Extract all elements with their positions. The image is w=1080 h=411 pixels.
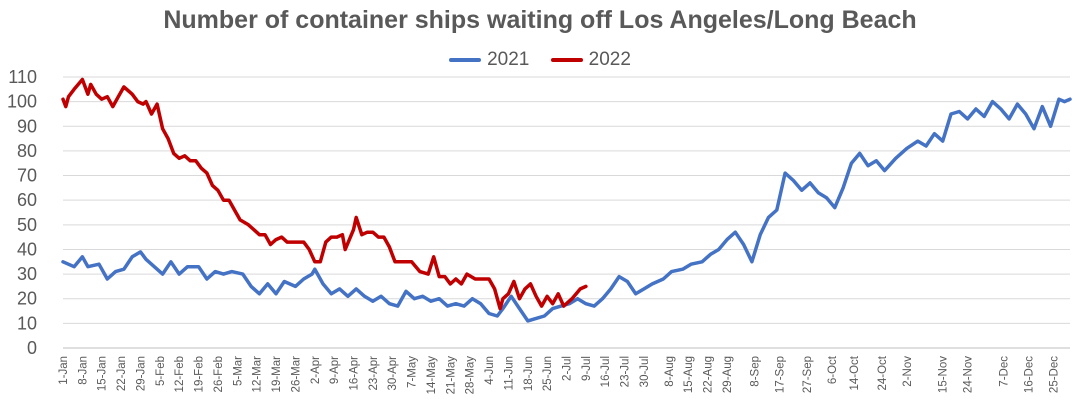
y-tick-label-80: 80	[17, 141, 37, 161]
legend-item-2022: 2022	[550, 49, 631, 71]
x-tick-label-19: 14-May	[426, 356, 438, 395]
y-tick-label-90: 90	[17, 116, 37, 136]
x-tick-label-38: 6-Oct	[827, 355, 839, 384]
x-tick-label-40: 24-Oct	[877, 355, 889, 390]
x-tick-label-27: 9-Jul	[581, 356, 593, 381]
x-tick-label-24: 18-Jun	[523, 356, 535, 391]
x-tick-label-28: 16-Jul	[600, 356, 612, 387]
legend: 2021 2022	[0, 46, 1080, 71]
x-tick-label-43: 24-Nov	[963, 356, 975, 393]
y-tick-label-110: 110	[8, 67, 37, 87]
x-tick-label-41: 2-Nov	[902, 356, 914, 387]
x-tick-label-3: 22-Jan	[116, 356, 128, 391]
y-tick-label-30: 30	[17, 264, 37, 284]
x-tick-label-7: 19-Feb	[194, 356, 206, 392]
legend-label-2022: 2022	[588, 49, 631, 70]
chart-title: Number of container ships waiting off Lo…	[163, 6, 917, 34]
y-tick-label-50: 50	[17, 215, 37, 235]
x-tick-label-44: 7-Dec	[999, 356, 1011, 387]
x-tick-label-10: 12-Mar	[252, 356, 264, 393]
x-tick-label-1: 8-Jan	[77, 356, 89, 385]
x-tick-label-29: 23-Jul	[620, 356, 632, 387]
x-tick-label-14: 9-Apr	[329, 356, 341, 384]
x-tick-label-36: 17-Sep	[775, 356, 787, 393]
x-tick-label-2: 15-Jan	[97, 356, 109, 391]
x-tick-label-31: 8-Aug	[664, 356, 676, 387]
x-tick-label-6: 12-Feb	[174, 356, 186, 392]
legend-item-2021: 2021	[449, 49, 529, 71]
x-tick-label-11: 19-Mar	[271, 356, 283, 393]
x-tick-label-16: 23-Apr	[368, 356, 380, 391]
y-tick-label-20: 20	[17, 289, 37, 309]
x-tick-label-35: 8-Sep	[750, 356, 762, 387]
x-tick-label-34: 29-Aug	[722, 356, 734, 393]
x-tick-label-46: 25-Dec	[1048, 356, 1060, 393]
x-tick-label-15: 16-Apr	[348, 356, 360, 391]
series-line-2022	[61, 77, 588, 311]
y-tick-label-100: 100	[7, 92, 37, 112]
legend-swatch-2022	[550, 58, 583, 62]
y-tick-label-60: 60	[17, 190, 37, 210]
x-tick-label-20: 21-May	[445, 356, 457, 395]
x-tick-label-4: 29-Jan	[135, 356, 147, 391]
x-tick-label-30: 30-Jul	[639, 356, 651, 387]
x-tick-label-5: 5-Feb	[155, 356, 167, 386]
x-tick-label-13: 2-Apr	[310, 356, 322, 384]
y-tick-label-0: 0	[27, 338, 37, 358]
legend-swatch-2021	[449, 58, 482, 62]
x-tick-label-26: 2-Jul	[562, 356, 574, 381]
x-tick-label-22: 4-Jun	[484, 356, 496, 385]
x-tick-label-12: 26-Mar	[290, 356, 302, 393]
x-tick-label-23: 11-Jun	[503, 356, 515, 390]
x-tick-label-37: 27-Sep	[802, 356, 814, 393]
x-tick-label-9: 5-Mar	[232, 356, 244, 386]
x-tick-label-8: 26-Feb	[213, 356, 225, 392]
series-line-2021	[61, 97, 1072, 323]
x-tick-label-25: 25-Jun	[542, 356, 554, 391]
x-tick-label-18: 7-May	[407, 356, 419, 388]
x-tick-label-39: 14-Oct	[849, 355, 861, 390]
x-tick-label-45: 16-Dec	[1024, 356, 1036, 393]
x-tick-label-42: 15-Nov	[938, 356, 950, 393]
y-tick-label-70: 70	[17, 166, 37, 186]
x-tick-label-21: 28-May	[465, 356, 477, 395]
x-tick-label-17: 30-Apr	[387, 356, 399, 391]
legend-label-2021: 2021	[487, 49, 530, 70]
x-tick-label-33: 22-Aug	[703, 356, 715, 393]
y-tick-label-10: 10	[17, 313, 37, 333]
y-tick-label-40: 40	[17, 239, 37, 259]
x-tick-label-0: 1-Jan	[58, 356, 70, 385]
x-tick-label-32: 15-Aug	[683, 356, 695, 393]
